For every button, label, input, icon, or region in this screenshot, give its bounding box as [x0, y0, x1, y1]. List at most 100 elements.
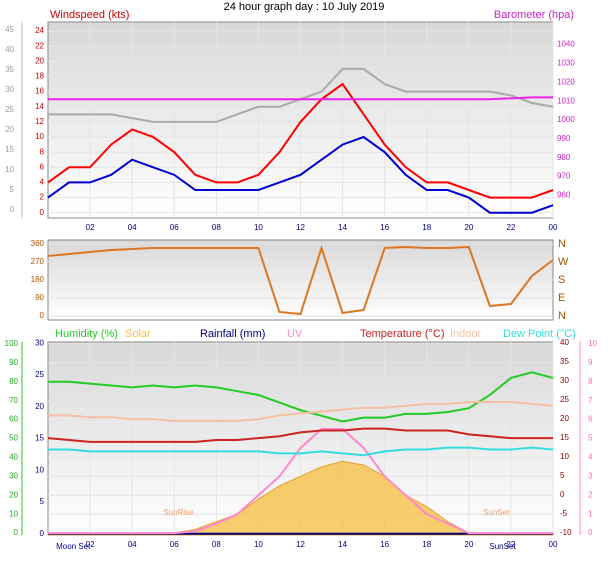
- legend-label: Solar: [125, 328, 151, 340]
- y-tick-label: 12: [35, 117, 44, 126]
- y3-tick-label: 5: [588, 434, 593, 443]
- y4-tick-label: 15: [35, 434, 44, 443]
- y3-tick-label: 0: [588, 528, 593, 537]
- y-tick-label: 0: [14, 528, 19, 537]
- y-tick-label: 22: [35, 41, 44, 50]
- y-tick-label: 360: [31, 239, 45, 248]
- y3-tick-label: 30: [5, 85, 14, 94]
- x-tick-label: 12: [296, 223, 305, 232]
- y-tick-label: 16: [35, 87, 44, 96]
- x-tick-label: 18: [422, 223, 431, 232]
- x-tick-label: 16: [380, 540, 389, 549]
- y2-tick-label: 970: [557, 172, 571, 181]
- y2-tick-label: N: [558, 238, 566, 250]
- x-tick-label: 16: [380, 223, 389, 232]
- y2-tick-label: 1040: [557, 40, 575, 49]
- annotation: SunSet: [483, 508, 510, 517]
- y2-tick-label: 5: [560, 471, 565, 480]
- y-tick-label: 70: [9, 396, 18, 405]
- y-tick-label: 10: [9, 509, 18, 518]
- y2-tick-label: 960: [557, 190, 571, 199]
- chart-title: 24 hour graph day : 10 July 2019: [224, 1, 385, 13]
- x-tick-label: 22: [506, 540, 515, 549]
- y-tick-label: 2: [40, 193, 45, 202]
- y3-tick-label: 40: [5, 45, 14, 54]
- line: [48, 428, 553, 535]
- x-tick-label: 14: [338, 540, 347, 549]
- y4-tick-label: 5: [40, 497, 45, 506]
- y-tick-label: 0: [40, 208, 45, 217]
- y3-tick-label: 0: [10, 205, 15, 214]
- y-tick-label: 10: [35, 132, 44, 141]
- y3-tick-label: 10: [5, 165, 14, 174]
- x-tick-label: 20: [464, 223, 473, 232]
- x-tick-label: 10: [254, 223, 263, 232]
- y2-tick-label: -5: [560, 509, 568, 518]
- y2-tick-label: 10: [560, 452, 569, 461]
- y3-tick-label: 20: [5, 125, 14, 134]
- y-tick-label: 0: [40, 311, 45, 320]
- line: [48, 371, 554, 423]
- legend-label: Temperature (°C): [360, 328, 444, 340]
- x-tick-label: 00: [549, 223, 558, 232]
- line: [47, 135, 554, 214]
- y4-tick-label: 0: [40, 529, 45, 538]
- y2-tick-label: 1030: [557, 59, 575, 68]
- y2-tick-label: 0: [560, 490, 565, 499]
- y-tick-label: 270: [31, 257, 45, 266]
- y-tick-label: 18: [35, 72, 44, 81]
- wind-label: Windspeed (kts): [50, 9, 129, 21]
- y2-tick-label: 1020: [557, 77, 575, 86]
- y2-tick-label: 40: [560, 338, 569, 347]
- legend-label: Dew Point (°C): [503, 328, 576, 340]
- y3-tick-label: 6: [588, 415, 593, 424]
- x-tick-label: 02: [86, 540, 95, 549]
- x-tick-label: 20: [464, 540, 473, 549]
- y2-tick-label: 30: [560, 376, 569, 385]
- line: [47, 427, 553, 443]
- y3-tick-label: 15: [5, 145, 14, 154]
- y2-tick-label: E: [558, 292, 565, 304]
- y3-tick-label: 3: [588, 471, 593, 480]
- y-tick-label: 50: [9, 434, 18, 443]
- line: [47, 82, 554, 199]
- y-tick-label: 30: [9, 471, 18, 480]
- y3-tick-label: 45: [5, 25, 14, 34]
- annotation: SunSet: [489, 542, 516, 551]
- x-tick-label: 02: [86, 223, 95, 232]
- x-tick-label: 00: [549, 540, 558, 549]
- y3-tick-label: 10: [588, 339, 597, 348]
- y4-tick-label: 30: [35, 338, 44, 347]
- y4-tick-label: 20: [35, 402, 44, 411]
- y3-tick-label: 7: [588, 396, 593, 405]
- x-tick-label: 22: [506, 223, 515, 232]
- y2-tick-label: 20: [560, 414, 569, 423]
- x-tick-label: 18: [422, 540, 431, 549]
- legend-label: Rainfall (mm): [200, 328, 265, 340]
- y2-tick-label: 980: [557, 153, 571, 162]
- annotation: Moon Set: [56, 542, 91, 551]
- y2-tick-label: 25: [560, 395, 569, 404]
- line: [47, 244, 554, 316]
- y3-tick-label: 2: [588, 490, 593, 499]
- line: [48, 401, 554, 423]
- x-tick-label: 12: [296, 540, 305, 549]
- y3-tick-label: 4: [588, 453, 593, 462]
- y3-tick-label: 8: [588, 377, 593, 386]
- y-tick-label: 8: [40, 147, 45, 156]
- x-tick-label: 04: [128, 223, 137, 232]
- y-tick-label: 100: [5, 339, 19, 348]
- y2-tick-label: -10: [560, 528, 572, 537]
- legend-label: Humidity (%): [55, 328, 118, 340]
- y2-tick-label: 990: [557, 134, 571, 143]
- y-tick-label: 180: [31, 275, 45, 284]
- y4-tick-label: 10: [35, 465, 44, 474]
- annotation: SunRise: [163, 508, 194, 517]
- y3-tick-label: 5: [10, 185, 15, 194]
- barometer-label: Barometer (hpa): [494, 9, 574, 21]
- legend-label: Indoor: [450, 328, 482, 340]
- line: [48, 96, 553, 101]
- y-tick-label: 40: [9, 453, 18, 462]
- legend-label: UV: [287, 328, 303, 340]
- y2-tick-label: S: [558, 274, 565, 286]
